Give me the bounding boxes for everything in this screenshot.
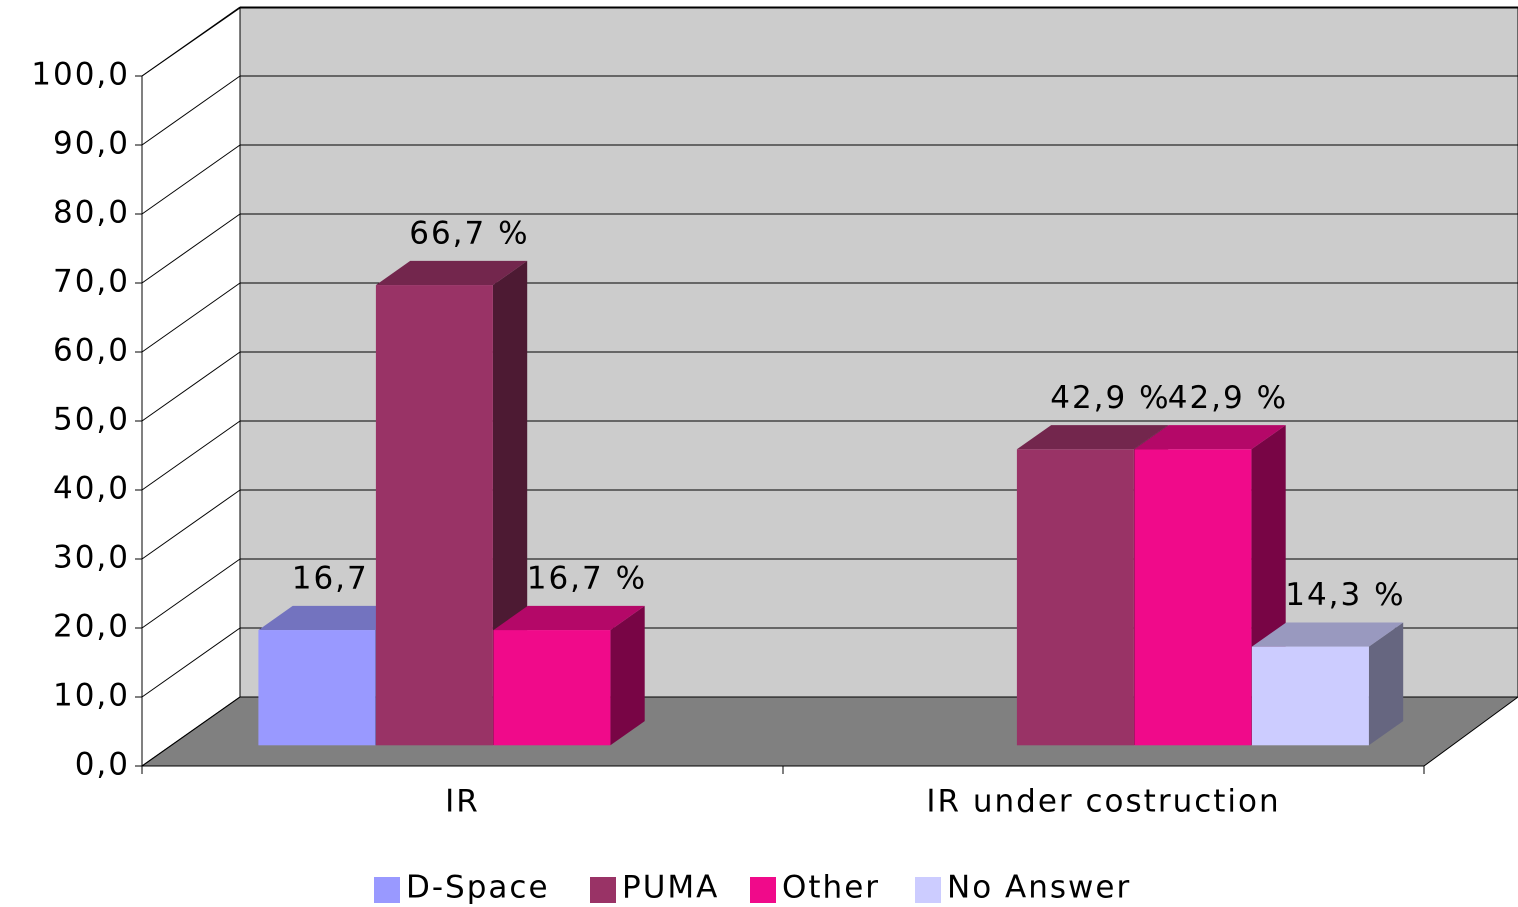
bar bbox=[258, 630, 376, 746]
legend-swatch bbox=[915, 877, 941, 903]
bar-side bbox=[610, 605, 645, 746]
bar-top bbox=[375, 260, 528, 286]
grid-line bbox=[141, 213, 241, 284]
x-tick-label: IR under costruction bbox=[926, 784, 1280, 820]
legend-swatch bbox=[590, 877, 616, 903]
bar bbox=[375, 285, 493, 746]
grid-line bbox=[141, 489, 241, 560]
y-tick-label: 50,0 bbox=[53, 402, 130, 438]
data-label: 42,9 % bbox=[1168, 380, 1288, 416]
grid-line bbox=[141, 420, 241, 491]
legend-label: Other bbox=[782, 870, 880, 906]
bar-top bbox=[1134, 425, 1286, 450]
data-label: 42,9 % bbox=[1050, 380, 1170, 416]
x-tick-label: IR bbox=[445, 784, 480, 820]
data-label: 66,7 % bbox=[409, 216, 529, 252]
bar-top bbox=[493, 605, 645, 631]
bar-side bbox=[1368, 622, 1404, 746]
bar-top bbox=[1016, 425, 1169, 450]
y-tick-label: 80,0 bbox=[53, 195, 130, 231]
bar bbox=[493, 630, 611, 746]
grid-line bbox=[141, 627, 241, 698]
bar bbox=[1134, 449, 1252, 746]
legend-label: D-Space bbox=[406, 870, 550, 906]
y-tick-label: 0,0 bbox=[75, 747, 130, 783]
bar bbox=[1016, 449, 1134, 746]
bar bbox=[1251, 646, 1369, 746]
y-tick-label: 20,0 bbox=[53, 609, 130, 645]
bar-top bbox=[1251, 622, 1404, 647]
y-tick-label: 60,0 bbox=[53, 333, 130, 369]
legend-label: No Answer bbox=[947, 870, 1131, 906]
y-tick-label: 40,0 bbox=[53, 471, 130, 507]
grid-line bbox=[141, 351, 241, 422]
grid-line bbox=[141, 282, 241, 353]
y-tick-label: 10,0 bbox=[53, 678, 130, 714]
y-tick-label: 30,0 bbox=[53, 540, 130, 576]
legend-swatch bbox=[750, 877, 776, 903]
data-label: 14,3 % bbox=[1285, 577, 1405, 613]
grid-line bbox=[141, 144, 241, 215]
data-label: 16,7 % bbox=[527, 561, 647, 597]
legend-swatch bbox=[374, 877, 400, 903]
y-tick-label: 100,0 bbox=[31, 57, 130, 93]
grid-line bbox=[141, 75, 241, 146]
grid-line bbox=[141, 696, 241, 767]
bar-top bbox=[258, 605, 410, 631]
y-tick-label: 70,0 bbox=[53, 264, 130, 300]
grid-line bbox=[141, 6, 241, 77]
legend-label: PUMA bbox=[622, 870, 719, 906]
y-tick-label: 90,0 bbox=[53, 126, 130, 162]
grid-line bbox=[141, 558, 241, 629]
